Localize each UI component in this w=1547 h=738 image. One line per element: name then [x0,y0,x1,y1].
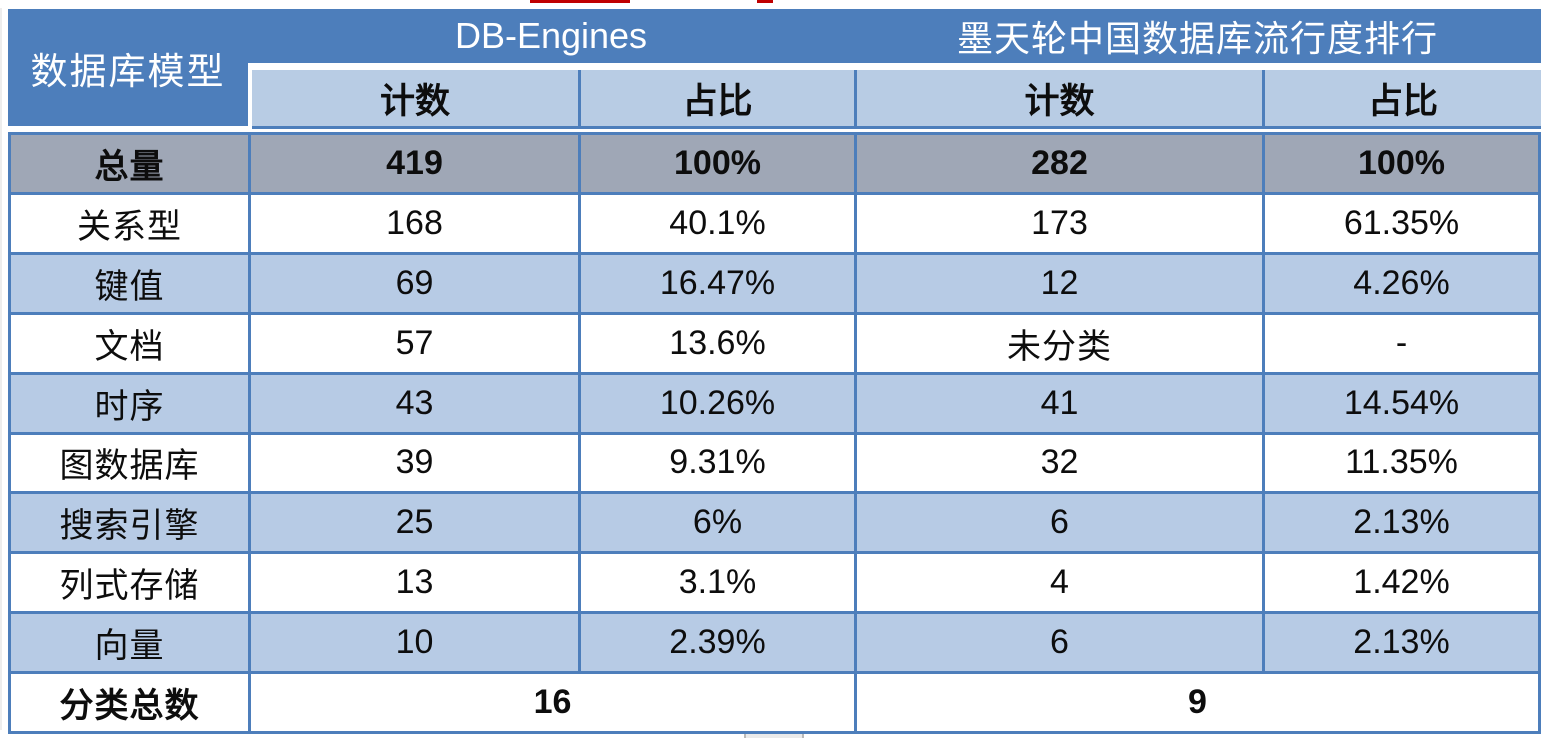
row-document-model-cell: 文档 [11,314,248,372]
row-columnar-dbe-share: 3.1% [581,554,854,612]
row-graph-dbe-count: 39 [251,434,578,492]
row-keyvalue-dbe-count: 69 [251,254,578,312]
row-graph-modb-count: 32 [857,434,1262,492]
row-keyvalue-model-cell: 键值 [11,254,248,312]
row-columnar-model-cell: 列式存储 [11,554,248,612]
subheader-modb-share: 占比 [1265,70,1541,126]
row-search-dbe-count: 25 [251,494,578,552]
row-categories-modb-total: 9 [857,674,1538,731]
row-total-modb-share: 100% [1265,135,1538,192]
row-columnar-dbe-count: 13 [251,554,578,612]
row-search-modb-count: 6 [857,494,1262,552]
row-total-modb-count: 282 [857,135,1262,192]
subheader-row: 计数 占比 计数 占比 [252,70,1541,129]
row-vector-model-cell: 向量 [11,614,248,672]
data-grid: 总量 419 100% 282 100% 关系型 168 40.1% 173 6… [8,132,1541,734]
cropped-red-text-artifact [757,0,773,3]
row-vector-dbe-count: 10 [251,614,578,672]
row-graph-dbe-share: 9.31% [581,434,854,492]
row-columnar-modb-count: 4 [857,554,1262,612]
column-group-header-band: DB-Engines 墨天轮中国数据库流行度排行 [248,9,1541,63]
page-edge-line [0,8,2,730]
row-keyvalue-modb-share: 4.26% [1265,254,1538,312]
row-relational-dbe-count: 168 [251,194,578,252]
row-relational-modb-count: 173 [857,194,1262,252]
subheader-modb-count: 计数 [857,70,1262,126]
row-timeseries-dbe-share: 10.26% [581,374,854,432]
row-keyvalue-modb-count: 12 [857,254,1262,312]
row-document-dbe-count: 57 [251,314,578,372]
subheader-dbengines-share: 占比 [581,70,854,126]
subheader-dbengines-count: 计数 [252,70,578,126]
cropped-red-text-artifact [530,0,630,3]
row-graph-model-cell: 图数据库 [11,434,248,492]
row-search-modb-share: 2.13% [1265,494,1538,552]
row-relational-model-cell: 关系型 [11,194,248,252]
group-title-modb: 墨天轮中国数据库流行度排行 [956,19,1438,60]
row-vector-modb-count: 6 [857,614,1262,672]
row-keyvalue-dbe-share: 16.47% [581,254,854,312]
corner-header-cell: 数据库模型 [8,9,248,126]
row-total-dbe-share: 100% [581,135,854,192]
row-document-modb-share: - [1265,314,1538,372]
row-total-dbe-count: 419 [251,135,578,192]
group-title-db-engines: DB-Engines [454,15,648,56]
row-relational-modb-share: 61.35% [1265,194,1538,252]
row-vector-modb-share: 2.13% [1265,614,1538,672]
row-relational-dbe-share: 40.1% [581,194,854,252]
row-graph-modb-share: 11.35% [1265,434,1538,492]
row-columnar-modb-share: 1.42% [1265,554,1538,612]
row-timeseries-model-cell: 时序 [11,374,248,432]
group-header-db-engines: DB-Engines [248,9,854,63]
row-timeseries-dbe-count: 43 [251,374,578,432]
row-document-modb-count: 未分类 [857,314,1262,372]
row-vector-dbe-share: 2.39% [581,614,854,672]
corner-header-label: 数据库模型 [30,49,226,93]
row-timeseries-modb-count: 41 [857,374,1262,432]
cropped-bottom-ui-artifact [744,733,804,738]
row-timeseries-modb-share: 14.54% [1265,374,1538,432]
row-total-model-cell: 总量 [11,135,248,192]
row-document-dbe-share: 13.6% [581,314,854,372]
row-categories-dbe-total: 16 [251,674,854,731]
row-categories-label: 分类总数 [11,674,248,731]
row-search-model-cell: 搜索引擎 [11,494,248,552]
row-search-dbe-share: 6% [581,494,854,552]
group-header-modb: 墨天轮中国数据库流行度排行 [854,9,1541,63]
